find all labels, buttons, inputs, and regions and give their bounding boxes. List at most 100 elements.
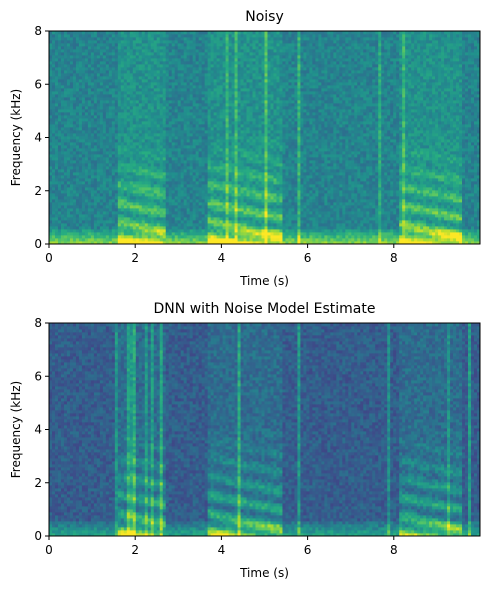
- heatmap-cell: [247, 76, 250, 79]
- heatmap-cell: [235, 169, 238, 172]
- heatmap-cell: [178, 238, 181, 241]
- heatmap-cell: [85, 217, 88, 220]
- heatmap-cell: [91, 55, 94, 58]
- heatmap-cell: [112, 235, 115, 238]
- heatmap-cell: [55, 124, 58, 127]
- heatmap-cell: [256, 148, 259, 151]
- heatmap-cell: [184, 220, 187, 223]
- heatmap-cell: [181, 199, 184, 202]
- heatmap-cell: [244, 82, 247, 85]
- heatmap-cell: [79, 70, 82, 73]
- heatmap-cell: [169, 223, 172, 226]
- heatmap-cell: [82, 103, 85, 106]
- heatmap-cell: [235, 124, 238, 127]
- heatmap-cell: [160, 133, 163, 136]
- heatmap-cell: [208, 196, 211, 199]
- heatmap-cell: [244, 226, 247, 229]
- heatmap-cell: [196, 109, 199, 112]
- heatmap-cell: [169, 169, 172, 172]
- heatmap-cell: [127, 193, 130, 196]
- heatmap-cell: [247, 139, 250, 142]
- heatmap-cell: [52, 100, 55, 103]
- heatmap-cell: [202, 157, 205, 160]
- heatmap-cell: [250, 142, 253, 145]
- heatmap-cell: [67, 79, 70, 82]
- heatmap-cell: [100, 49, 103, 52]
- heatmap-cell: [58, 214, 61, 217]
- heatmap-cell: [178, 223, 181, 226]
- heatmap-cell: [130, 70, 133, 73]
- heatmap-cell: [211, 43, 214, 46]
- heatmap-cell: [82, 139, 85, 142]
- heatmap-cell: [151, 181, 154, 184]
- heatmap-cell: [64, 169, 67, 172]
- heatmap-cell: [202, 235, 205, 238]
- heatmap-cell: [232, 85, 235, 88]
- heatmap-cell: [118, 136, 121, 139]
- heatmap-cell: [232, 31, 235, 34]
- heatmap-cell: [223, 67, 226, 70]
- heatmap-cell: [187, 97, 190, 100]
- heatmap-cell: [73, 172, 76, 175]
- heatmap-cell: [196, 181, 199, 184]
- heatmap-cell: [109, 232, 112, 235]
- heatmap-cell: [187, 205, 190, 208]
- heatmap-cell: [172, 118, 175, 121]
- heatmap-cell: [166, 208, 169, 211]
- heatmap-cell: [139, 79, 142, 82]
- heatmap-cell: [181, 211, 184, 214]
- heatmap-cell: [253, 79, 256, 82]
- heatmap-cell: [253, 184, 256, 187]
- heatmap-cell: [133, 229, 136, 232]
- heatmap-cell: [112, 82, 115, 85]
- heatmap-cell: [169, 232, 172, 235]
- heatmap-cell: [109, 208, 112, 211]
- heatmap-cell: [235, 208, 238, 211]
- heatmap-cell: [250, 100, 253, 103]
- heatmap-cell: [130, 118, 133, 121]
- heatmap-cell: [67, 115, 70, 118]
- heatmap-cell: [172, 52, 175, 55]
- heatmap-cell: [109, 196, 112, 199]
- heatmap-cell: [205, 202, 208, 205]
- heatmap-cell: [214, 184, 217, 187]
- heatmap-cell: [115, 196, 118, 199]
- heatmap-cell: [49, 58, 52, 61]
- heatmap-cell: [148, 238, 151, 241]
- heatmap-cell: [139, 94, 142, 97]
- heatmap-cell: [49, 181, 52, 184]
- heatmap-cell: [103, 112, 106, 115]
- heatmap-cell: [88, 133, 91, 136]
- heatmap-cell: [199, 193, 202, 196]
- heatmap-cell: [181, 139, 184, 142]
- heatmap-cell: [256, 121, 259, 124]
- heatmap-cell: [184, 229, 187, 232]
- heatmap-cell: [250, 217, 253, 220]
- heatmap-cell: [232, 130, 235, 133]
- heatmap-cell: [151, 31, 154, 34]
- heatmap-cell: [166, 46, 169, 49]
- heatmap-cell: [127, 109, 130, 112]
- heatmap-cell: [226, 172, 229, 175]
- heatmap-cell: [196, 127, 199, 130]
- heatmap-cell: [226, 238, 229, 241]
- heatmap-cell: [142, 193, 145, 196]
- heatmap-cell: [193, 163, 196, 166]
- heatmap-cell: [145, 106, 148, 109]
- heatmap-cell: [52, 85, 55, 88]
- heatmap-cell: [64, 52, 67, 55]
- heatmap-cell: [220, 229, 223, 232]
- heatmap-cell: [169, 175, 172, 178]
- heatmap-cell: [91, 181, 94, 184]
- heatmap-cell: [163, 94, 166, 97]
- heatmap-cell: [214, 175, 217, 178]
- heatmap-cell: [160, 202, 163, 205]
- heatmap-cell: [109, 190, 112, 193]
- heatmap-cell: [82, 166, 85, 169]
- heatmap-cell: [163, 112, 166, 115]
- heatmap-cell: [229, 43, 232, 46]
- heatmap-cell: [178, 88, 181, 91]
- heatmap-cell: [232, 61, 235, 64]
- heatmap-cell: [175, 49, 178, 52]
- heatmap-cell: [181, 151, 184, 154]
